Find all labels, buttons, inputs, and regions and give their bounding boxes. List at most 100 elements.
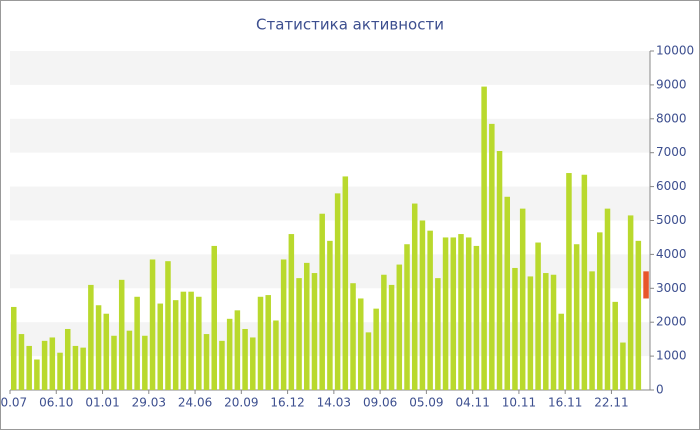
x-tick-label: 06.10 (39, 396, 73, 410)
bar (111, 335, 117, 390)
x-tick-label: 29.03 (132, 396, 166, 410)
bar (226, 318, 233, 390)
bar (172, 300, 179, 390)
bar (458, 234, 464, 390)
bar (604, 208, 611, 390)
bar (566, 173, 572, 390)
bar (543, 273, 549, 390)
bar (280, 259, 287, 390)
bar (573, 244, 580, 390)
bar (357, 298, 364, 390)
bar (427, 230, 433, 390)
bar (496, 151, 503, 390)
bar (512, 267, 518, 390)
bar (103, 313, 110, 390)
bar (473, 245, 480, 390)
bar (242, 328, 248, 390)
bar (11, 306, 17, 390)
bar (450, 237, 457, 390)
bar (126, 330, 133, 390)
bar (620, 342, 626, 390)
bar (34, 359, 40, 390)
bar (257, 296, 264, 390)
grid-band (10, 51, 650, 85)
bar (188, 291, 194, 390)
bar (519, 208, 526, 390)
bar (465, 237, 472, 390)
y-tick-label: 9000 (656, 77, 687, 91)
bar (612, 301, 618, 390)
bar (211, 245, 217, 390)
bar (273, 320, 279, 390)
bar (311, 273, 318, 390)
bar (350, 283, 356, 390)
bar (396, 264, 403, 390)
bar (388, 284, 395, 390)
bar (535, 242, 541, 390)
bar (627, 215, 634, 390)
chart-title: Статистика активности (256, 16, 444, 34)
bar (265, 295, 271, 390)
bar (288, 234, 295, 390)
x-tick-label: 09.06 (363, 396, 397, 410)
bar (334, 193, 341, 390)
bar (219, 340, 225, 390)
bar (250, 337, 256, 390)
bar (581, 174, 588, 390)
bar (134, 296, 140, 390)
bar (635, 240, 642, 390)
bar (95, 305, 102, 390)
bar (72, 345, 79, 390)
x-tick-label: 20.09 (224, 396, 258, 410)
bar (597, 232, 603, 390)
y-tick-label: 0 (656, 383, 664, 397)
bar (88, 284, 94, 390)
bar (489, 123, 495, 390)
bar (57, 352, 63, 390)
y-tick-label: 2000 (656, 315, 687, 329)
bar (304, 262, 310, 390)
x-tick-label: 04.11 (455, 396, 489, 410)
y-tick-label: 1000 (656, 349, 687, 363)
bar (504, 196, 511, 390)
x-tick-label: 22.11 (594, 396, 628, 410)
x-tick-label: 05.09 (409, 396, 443, 410)
x-tick-label: 14.03 (317, 396, 351, 410)
bar (365, 332, 372, 390)
bar (404, 244, 410, 390)
x-tick-label: 01.01 (85, 396, 119, 410)
bar (26, 345, 32, 390)
bar (373, 308, 379, 390)
x-tick-label: 24.06 (178, 396, 212, 410)
bar (411, 203, 418, 390)
bar (41, 340, 48, 390)
bar (589, 271, 595, 390)
bar (165, 261, 171, 390)
bar (180, 291, 187, 390)
bar (118, 279, 125, 390)
bar (527, 276, 534, 390)
grid-band (10, 186, 650, 221)
bar (149, 259, 156, 390)
bar (49, 337, 56, 390)
highlight-bar (643, 271, 649, 299)
bar (196, 296, 202, 390)
bar (142, 335, 148, 390)
y-tick-label: 4000 (656, 247, 687, 261)
bar (419, 220, 426, 390)
grid-band (10, 118, 650, 153)
bar (550, 274, 557, 390)
x-tick-label: 16.12 (270, 396, 304, 410)
y-tick-label: 7000 (656, 145, 687, 159)
bar (327, 240, 333, 390)
x-tick-label: 16.11 (548, 396, 582, 410)
bar (435, 278, 441, 390)
y-tick-label: 10000 (656, 44, 694, 58)
bar (64, 328, 71, 390)
bar (234, 310, 241, 390)
y-tick-label: 3000 (656, 281, 687, 295)
y-tick-label: 6000 (656, 179, 687, 193)
bar (203, 334, 210, 390)
bar (296, 278, 302, 390)
